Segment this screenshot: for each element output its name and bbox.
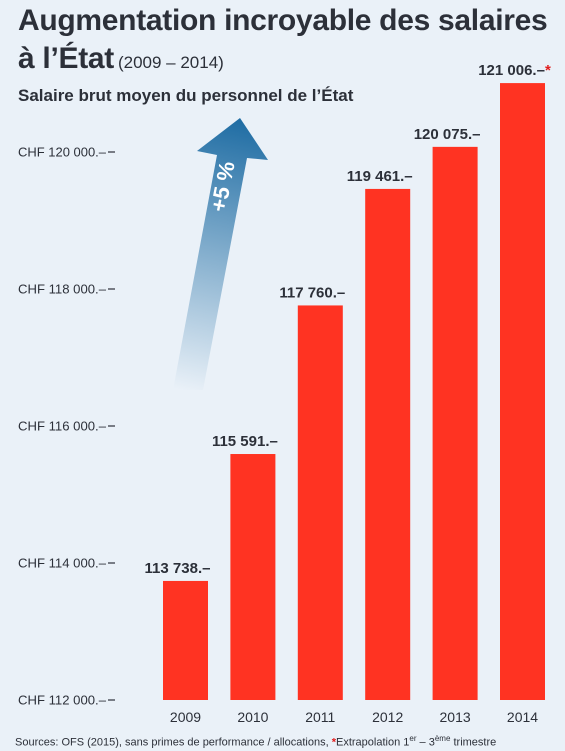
value-label-2012: 119 461.– <box>347 168 413 185</box>
value-label-2013: 120 075.– <box>414 126 481 143</box>
bars <box>163 83 545 701</box>
bar-2009 <box>163 580 208 700</box>
value-label-2010: 115 591.– <box>212 433 278 450</box>
chart-subtitle: Salaire brut moyen du personnel de l’Éta… <box>18 86 354 105</box>
bar-2010 <box>230 454 276 700</box>
footer-note: Sources: OFS (2015), sans primes de perf… <box>15 734 496 749</box>
x-tick-label-2013: 2013 <box>440 709 471 725</box>
x-tick-label-2012: 2012 <box>372 709 403 725</box>
value-label-2014: 121 006.–* <box>478 62 551 79</box>
y-tick-label: CHF 116 000.– <box>18 420 106 434</box>
trend-arrow: +5 % <box>173 118 268 390</box>
y-tick-label: CHF 112 000.– <box>18 694 106 708</box>
bar-2012 <box>365 188 411 700</box>
x-axis-labels: 2009 2010 2011 2012 2013 2014 <box>170 709 538 725</box>
value-label-asterisk: * <box>545 62 551 79</box>
chart-title-main: Augmentation incroyable des salaires à l… <box>18 4 548 75</box>
chart-title-period: (2009 – 2014) <box>117 53 224 72</box>
footer-sup2: ème <box>434 734 451 743</box>
y-axis: CHF 112 000.– CHF 114 000.– CHF 116 000.– C… <box>18 146 115 708</box>
bar-2011 <box>297 305 343 700</box>
y-tick-label: CHF 118 000.– <box>18 283 106 297</box>
footer-sup1: er <box>409 734 417 743</box>
x-tick-label-2011: 2011 <box>305 709 335 725</box>
footer-asterisk: * <box>331 736 336 749</box>
footer-note-pre: Extrapolation 1 <box>335 736 410 749</box>
x-tick-label-2014: 2014 <box>507 709 538 725</box>
x-tick-label-2010: 2010 <box>237 709 268 725</box>
value-labels: 113 738.– 115 591.– 117 760.– 119 461.– 120 … <box>145 62 551 577</box>
value-label-2009: 113 738.– <box>145 560 211 577</box>
bar-2013 <box>432 146 478 701</box>
chart-title: Augmentation incroyable des salaires à l… <box>18 2 558 82</box>
y-tick-label: CHF 114 000.– <box>18 557 106 571</box>
value-label-2011: 117 760.– <box>279 284 345 301</box>
footer-note-post: trimestre <box>450 736 497 749</box>
bar-2014 <box>500 83 545 701</box>
y-tick-label: CHF 120 000.– <box>18 146 106 160</box>
x-tick-label-2009: 2009 <box>170 709 201 725</box>
trend-arrow-shape <box>173 118 268 390</box>
footer-sources: Sources: OFS (2015), sans primes de perf… <box>15 736 329 749</box>
footer-note-mid: – 3 <box>416 736 435 749</box>
